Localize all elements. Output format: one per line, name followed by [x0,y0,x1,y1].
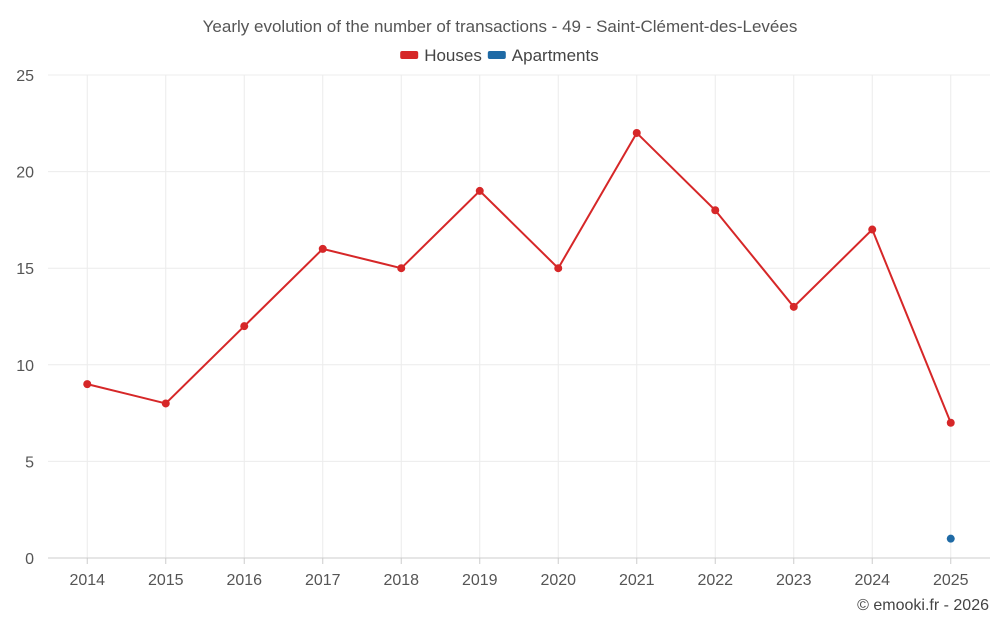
y-tick-label-25: 25 [16,68,34,85]
data-point-apartments-2025[interactable] [946,534,955,543]
y-tick-label-20: 20 [16,165,34,182]
data-point-houses-2023[interactable] [789,302,798,311]
data-point-houses-2016[interactable] [240,322,249,331]
series-apartments [946,534,955,543]
y-tick-label-5: 5 [25,454,34,471]
data-point-houses-2018[interactable] [397,264,406,273]
chart-title: Yearly evolution of the number of transa… [203,17,798,36]
x-tick-label-2019: 2019 [462,572,498,589]
data-point-houses-2014[interactable] [83,380,92,389]
data-point-houses-2020[interactable] [554,264,563,273]
data-point-houses-2025[interactable] [946,418,955,427]
x-tick-label-2025: 2025 [933,572,969,589]
data-point-houses-2015[interactable] [161,399,170,408]
legend-swatch-apartments [487,51,506,59]
x-tick-label-2015: 2015 [148,572,184,589]
legend-item-houses[interactable]: Houses [400,46,482,65]
x-tick-label-2017: 2017 [305,572,341,589]
copyright-footer: © emooki.fr - 2026 [857,597,989,614]
x-tick-label-2022: 2022 [697,572,733,589]
x-tick-label-2023: 2023 [776,572,812,589]
series-line-houses [87,131,952,424]
x-tick-label-2014: 2014 [69,572,105,589]
legend: Houses Apartments [400,46,599,65]
grid [48,74,990,559]
legend-label-houses: Houses [424,46,482,65]
y-tick-label-0: 0 [25,551,34,568]
x-tick-label-2024: 2024 [854,572,890,589]
data-point-houses-2017[interactable] [318,244,327,253]
data-point-houses-2022[interactable] [711,206,720,215]
x-tick-label-2018: 2018 [383,572,419,589]
legend-item-apartments[interactable]: Apartments [487,46,599,65]
y-tick-label-15: 15 [16,261,34,278]
series-layer [83,128,955,543]
legend-swatch-houses [400,51,419,59]
x-tick-label-2020: 2020 [540,572,576,589]
legend-label-apartments: Apartments [512,46,599,65]
x-tick-label-2016: 2016 [226,572,262,589]
data-point-houses-2024[interactable] [868,225,877,234]
data-point-houses-2021[interactable] [632,128,641,137]
y-tick-label-10: 10 [16,358,34,375]
series-houses [83,128,955,427]
x-tick-label-2021: 2021 [619,572,655,589]
data-point-houses-2019[interactable] [475,186,484,195]
